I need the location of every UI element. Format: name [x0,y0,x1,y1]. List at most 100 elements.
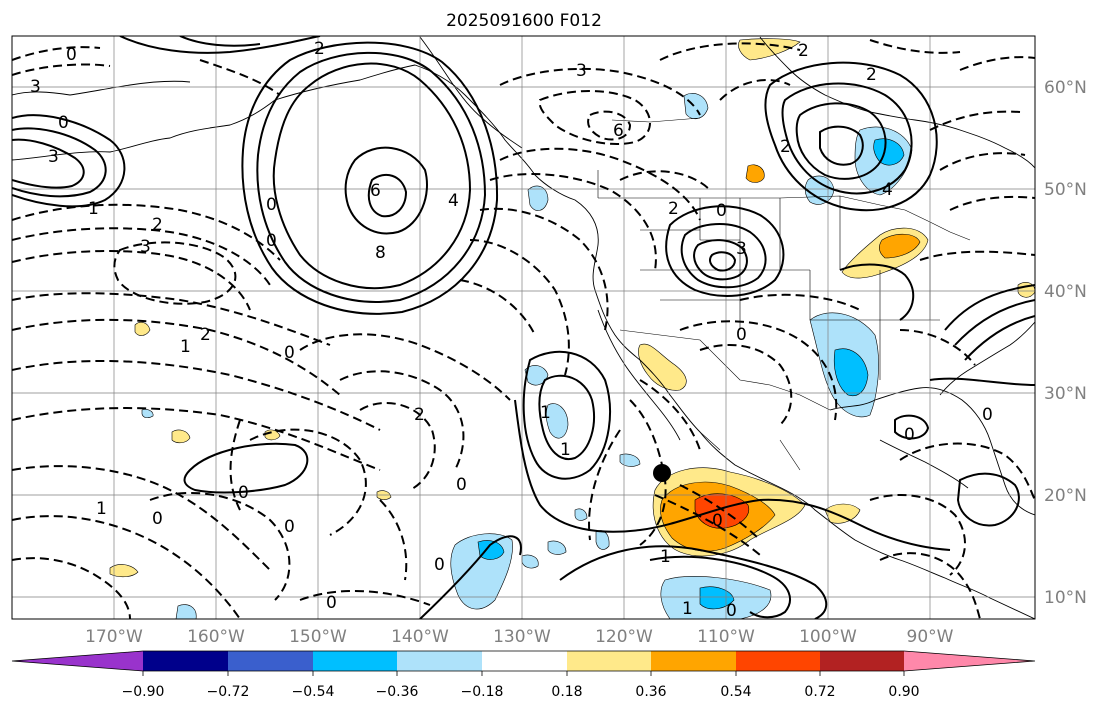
contour-label: 0 [736,325,747,345]
contour-high-npac-3 [241,41,499,315]
lat-label: 50°N [1044,180,1087,200]
cool-area-eastpac-core [477,540,505,560]
lat-label: 60°N [1044,78,1087,98]
solid-contours [12,36,1035,619]
colorbar-extend-left [12,651,143,671]
contour-north-arc [119,36,321,54]
contour-high-npac-4 [344,146,428,235]
contour-high-canada [764,61,938,212]
contour-labels: 0 3 3 0 1 2 6 8 0 4 2 0 3 6 2 0 3 2 2 4 … [30,39,993,621]
cool-area-coast [524,365,549,386]
colorbar-tick-label: 0.36 [635,684,666,700]
contour-label: 1 [560,440,571,460]
contour-label: 2 [414,405,425,425]
contour-label: 1 [682,599,693,619]
lon-label: 150°W [289,627,347,647]
lat-label: 20°N [1044,486,1087,506]
lon-label: 140°W [391,627,449,647]
warm-area-baja [638,343,687,391]
cool-area-south-central-core [833,348,869,396]
colorbar-swatch [651,651,736,671]
contour-tropical-1 [419,535,522,619]
contour-high-npac-2 [256,51,487,303]
cool-area-eastpac-2-core [699,586,735,610]
contour-east-2 [954,299,1035,346]
colorbar: −0.90 −0.72 −0.54 −0.36 −0.18 0.18 0.36 … [11,650,1036,700]
map-title: 2025091600 F012 [446,11,602,31]
map-panel: 0 3 3 0 1 2 6 8 0 4 2 0 3 6 2 0 3 2 2 4 … [12,36,1035,621]
contour-label: 2 [780,137,791,157]
lon-label: 120°W [595,627,653,647]
lon-label: 160°W [187,627,245,647]
lat-label: 30°N [1044,384,1087,404]
warm-area-midwest-core [879,233,921,259]
contour-label: 3 [736,239,747,259]
colorbar-tick-label: −0.36 [376,684,419,700]
contour-low-us-3 [693,239,748,281]
contour-high-canada-2 [781,82,913,195]
contour-label: 1 [540,403,551,423]
colorbar-tick-label: 0.90 [888,684,919,700]
colorbar-swatch [736,651,820,671]
colorbar-tick-label: 0.18 [551,684,582,700]
warm-area-pacific-3 [134,321,151,336]
contour-label: 0 [238,483,249,503]
contour-1-south [559,545,828,619]
cool-area-canada-w [683,93,709,120]
contour-label: 4 [882,180,893,200]
contour-label: 0 [152,509,163,529]
latitude-labels: 60°N 50°N 40°N 30°N 20°N 10°N [1044,78,1087,608]
contour-label: 0 [726,601,737,621]
longitude-labels: 170°W 160°W 150°W 140°W 130°W 120°W 110°… [85,627,954,647]
contour-1-south-2 [649,555,791,619]
contour-gulf-small [894,414,930,440]
contour-east-loop [956,472,1020,527]
colorbar-swatch [820,651,904,671]
contour-label: 2 [798,41,809,61]
warm-area-pacific-1 [171,429,191,444]
contour-east-4 [929,377,1035,386]
lon-label: 170°W [85,627,143,647]
storm-position-marker [653,464,671,482]
contour-east [944,284,1035,331]
contour-label: 1 [660,547,671,567]
cool-area-small-3 [547,540,567,555]
colorbar-extend-right [904,651,1035,671]
contour-north-arc-2 [179,36,261,47]
cool-area-small-4 [521,554,539,569]
colorbar-tick-label: −0.72 [207,684,250,700]
colorbar-swatch [313,651,397,671]
contour-label: 0 [712,511,723,531]
contour-label: 2 [200,325,211,345]
cool-area-small-5 [175,604,197,619]
contour-label: 2 [152,215,163,235]
contour-low-us-2 [680,223,767,289]
contour-label: 0 [66,45,77,65]
colorbar-tick-label: −0.54 [292,684,335,700]
lon-label: 110°W [697,627,755,647]
contour-label: 0 [456,475,467,495]
warm-area-canada-small [745,164,765,183]
lat-label: 10°N [1044,588,1087,608]
cool-area-hudson [804,175,835,205]
contour-label: 0 [266,231,277,251]
gridlines [12,36,1035,619]
cool-area-bc [527,185,549,211]
colorbar-tick-label: 0.54 [720,684,751,700]
cool-area-small-1 [619,453,641,467]
warm-area-canada [738,38,801,61]
contour-label: 0 [434,555,445,575]
contour-label: 3 [30,77,41,97]
warm-area-pacific-4 [109,564,139,578]
contour-label: 0 [982,405,993,425]
colorbar-swatch [567,651,651,671]
contour-label: 8 [375,243,386,263]
colorbar-tick-label: 0.72 [804,684,835,700]
map-frame [11,35,1036,620]
lat-label: 40°N [1044,282,1087,302]
contour-midwest [839,263,915,321]
contour-label: 3 [48,147,59,167]
contour-label: 2 [314,39,325,59]
contour-label: 1 [88,199,99,219]
